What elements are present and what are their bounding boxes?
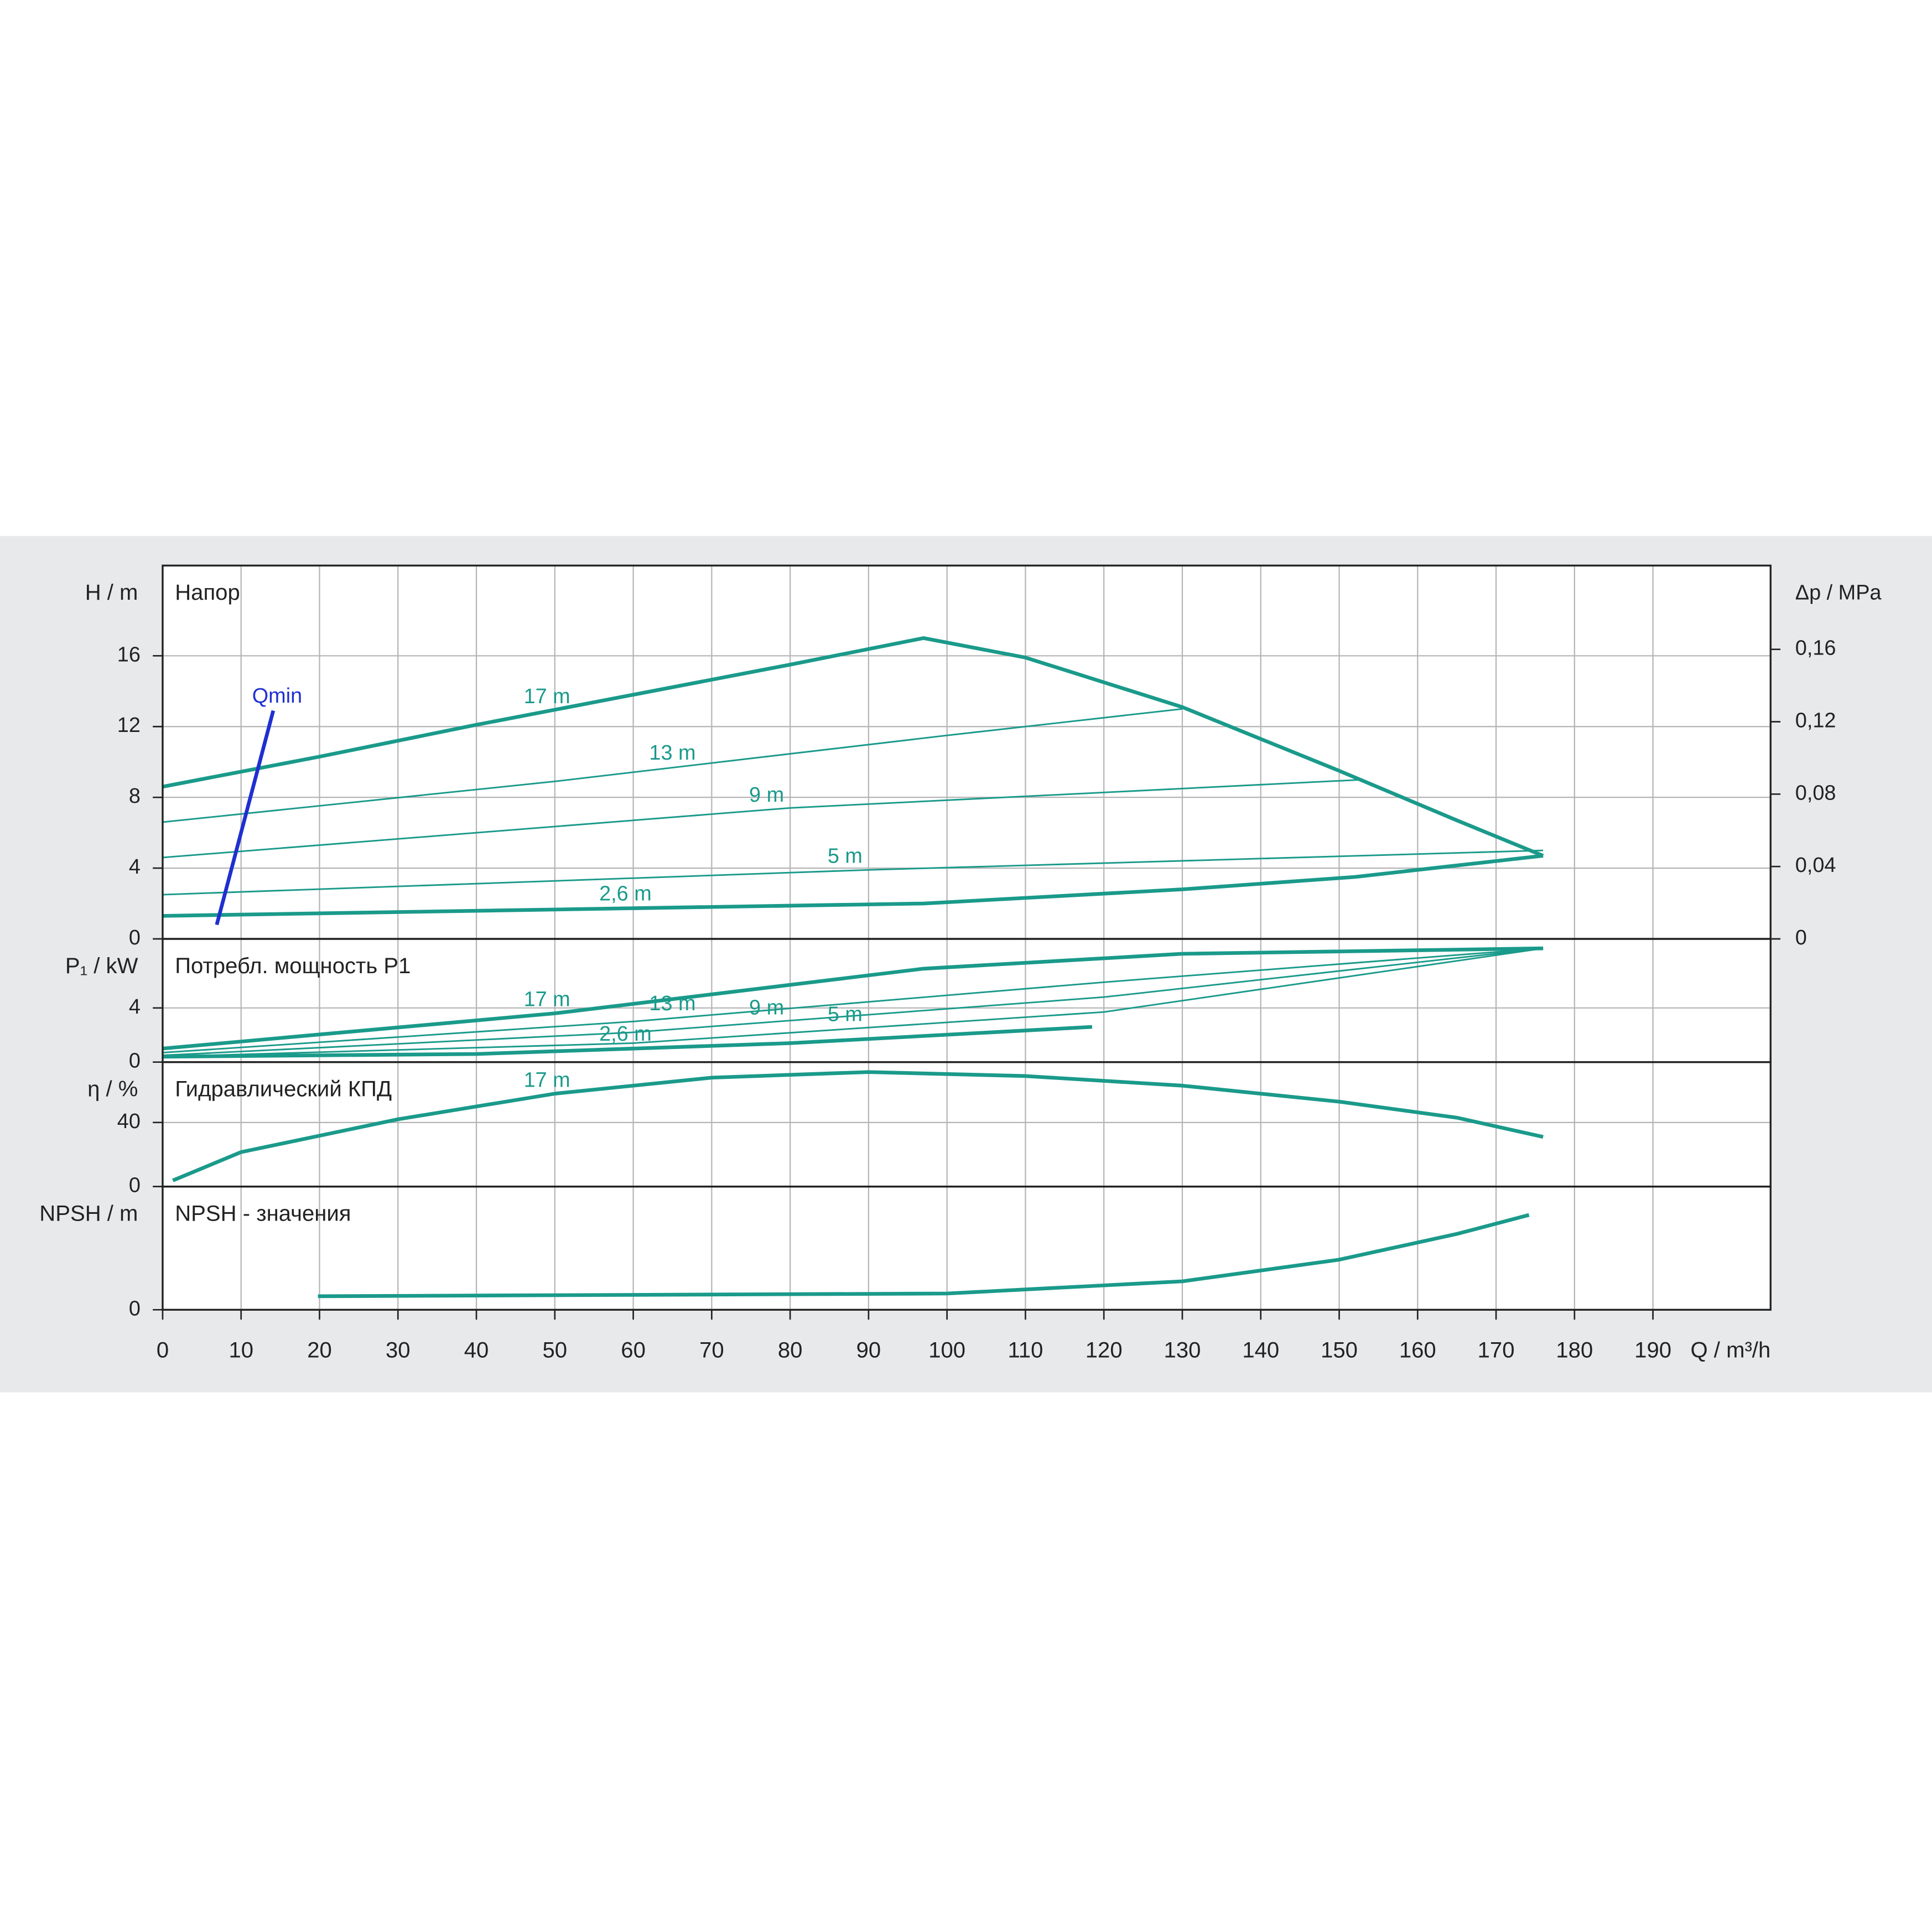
y-axis-label: H / m xyxy=(85,580,138,605)
y-axis-label: η / % xyxy=(87,1077,138,1102)
curve-label: Qmin xyxy=(252,684,302,708)
x-tick-label: 130 xyxy=(1164,1338,1201,1363)
x-tick-label: 120 xyxy=(1086,1338,1123,1363)
panel-title: NPSH - значения xyxy=(175,1201,351,1225)
y-tick-label: 0 xyxy=(129,1297,141,1320)
curve-label: 17 m xyxy=(524,685,570,708)
x-tick-label: 160 xyxy=(1399,1338,1436,1363)
curve xyxy=(162,708,1183,823)
curve-label: 13 m xyxy=(649,741,695,765)
y2-tick-label: 0,12 xyxy=(1795,709,1836,732)
x-tick-label: 60 xyxy=(621,1338,646,1363)
curve-label: 2,6 m xyxy=(599,1022,652,1046)
x-tick-label: 170 xyxy=(1478,1338,1515,1363)
curve xyxy=(162,1025,1093,1059)
panel-title: Потребл. мощность P1 xyxy=(175,954,411,978)
x-tick-label: 80 xyxy=(778,1338,803,1363)
curve xyxy=(162,849,1544,896)
y-tick-label: 0 xyxy=(129,926,141,949)
x-tick-label: 180 xyxy=(1556,1338,1593,1363)
x-tick-label: 190 xyxy=(1634,1338,1671,1363)
curve-label: 17 m xyxy=(524,1069,570,1092)
curve xyxy=(162,946,1544,1051)
y-axis-label: NPSH / m xyxy=(39,1201,138,1225)
curve-label: 5 m xyxy=(828,1003,863,1026)
y-tick-label: 16 xyxy=(117,643,141,666)
x-tick-label: 0 xyxy=(157,1338,169,1363)
y-tick-label: 4 xyxy=(129,995,141,1019)
panel-title: Напор xyxy=(175,580,240,605)
curve xyxy=(162,947,1544,1056)
x-tick-label: 30 xyxy=(386,1338,411,1363)
curve xyxy=(318,1213,1530,1299)
y-tick-label: 8 xyxy=(129,785,141,808)
plot-area xyxy=(162,565,1771,1310)
y-axis-label: P₁ / kW xyxy=(65,954,138,978)
y2-tick-label: 0,04 xyxy=(1795,854,1836,877)
y-tick-label: 40 xyxy=(117,1110,141,1133)
y-tick-label: 4 xyxy=(129,855,141,879)
curve xyxy=(172,1070,1544,1182)
x-tick-label: 40 xyxy=(464,1338,489,1363)
curve xyxy=(162,947,1544,1054)
x-tick-label: 50 xyxy=(543,1338,568,1363)
panel-title: Гидравлический КПД xyxy=(175,1077,392,1102)
curve xyxy=(215,710,276,926)
mark-layer: 17 m 13 m 9 m 5 m 2,6 m Qmin 17 m 13 m 9 m 5 m 2,6… xyxy=(162,636,1544,1299)
x-tick-label: 70 xyxy=(699,1338,724,1363)
x-axis-label: Q / m³/h xyxy=(1691,1338,1771,1363)
y2-tick-label: 0,16 xyxy=(1795,637,1836,660)
y2-tick-label: 0 xyxy=(1795,926,1807,949)
x-tick-label: 140 xyxy=(1242,1338,1279,1363)
y2-axis-label: Δp / MPa xyxy=(1795,581,1882,604)
curve xyxy=(162,636,1544,858)
x-tick-label: 90 xyxy=(856,1338,881,1363)
y-tick-label: 0 xyxy=(129,1050,141,1073)
curve xyxy=(162,947,1544,1058)
y-tick-label: 0 xyxy=(129,1174,141,1197)
panel-frame xyxy=(162,1185,1772,1311)
y2-tick-label: 0,08 xyxy=(1795,781,1836,804)
curve xyxy=(162,778,1363,859)
curve-label: 17 m xyxy=(524,988,570,1011)
x-tick-label: 150 xyxy=(1321,1338,1358,1363)
y-tick-label: 12 xyxy=(117,714,141,737)
curve-label: 9 m xyxy=(749,783,784,807)
curve-label: 13 m xyxy=(649,992,695,1015)
x-tick-label: 20 xyxy=(307,1338,332,1363)
curve-label: 5 m xyxy=(828,844,863,868)
curve-label: 2,6 m xyxy=(599,882,652,905)
curve xyxy=(162,854,1544,918)
x-tick-label: 100 xyxy=(928,1338,965,1363)
x-tick-label: 10 xyxy=(228,1338,253,1363)
curve-label: 9 m xyxy=(749,996,784,1019)
x-tick-label: 110 xyxy=(1007,1338,1043,1363)
